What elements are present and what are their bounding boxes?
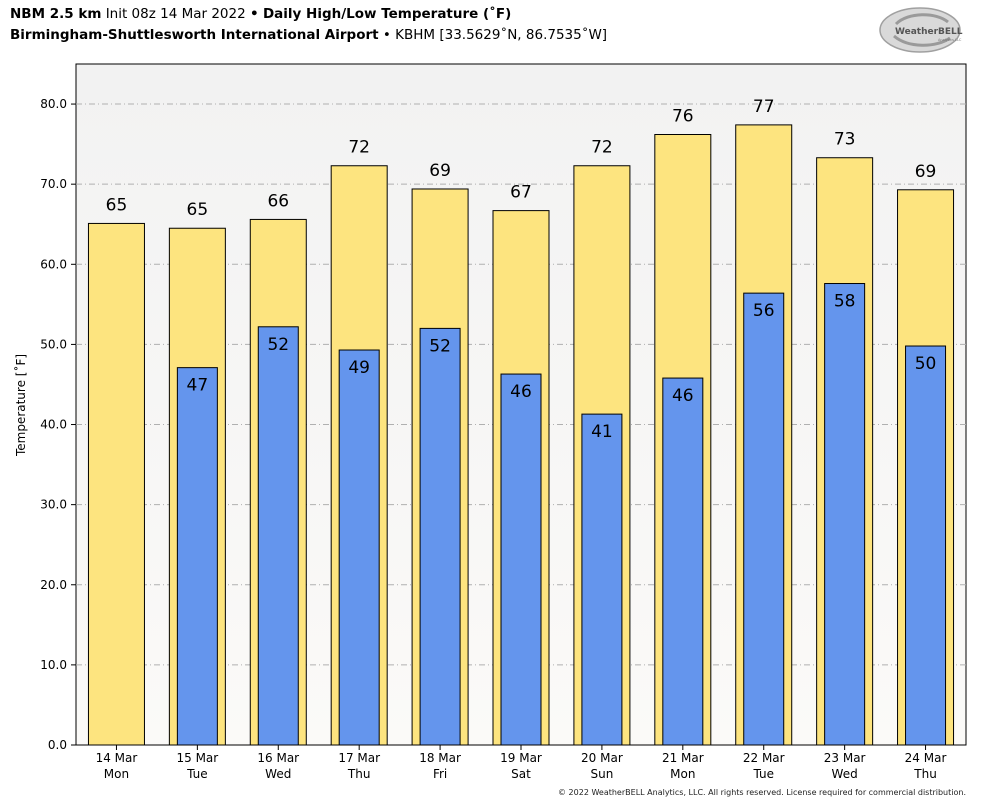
high-temp-label: 65 (106, 195, 128, 215)
x-tick-weekday: Mon (104, 767, 129, 781)
low-temp-label: 52 (429, 336, 451, 356)
low-temp-bar (662, 377, 704, 746)
high-temp-label: 72 (348, 138, 370, 158)
x-tick-weekday: Tue (186, 767, 208, 781)
high-temp-label: 69 (429, 161, 451, 181)
low-temp-bar (176, 367, 218, 746)
x-tick-weekday: Tue (752, 767, 774, 781)
low-temp-bar (743, 292, 785, 746)
chart-header-line-2: Birmingham-Shuttlesworth International A… (10, 27, 607, 43)
low-temp-bar (581, 413, 623, 746)
x-tick-weekday: Wed (265, 767, 291, 781)
y-tick-label: 20.0 (40, 578, 67, 592)
x-tick-weekday: Fri (433, 767, 447, 781)
x-tick-date: 22 Mar (743, 751, 785, 765)
y-tick-label: 0.0 (48, 738, 67, 752)
low-temp-label: 46 (672, 386, 694, 406)
low-temp-label: 47 (187, 376, 209, 396)
high-temp-label: 76 (672, 107, 694, 127)
high-temp-label: 73 (834, 130, 856, 150)
low-temp-label: 52 (267, 335, 289, 355)
low-temp-label: 56 (753, 301, 775, 321)
product-title: Daily High/Low Temperature (˚F) (262, 6, 512, 22)
high-temp-label: 72 (591, 138, 613, 158)
y-tick-label: 10.0 (40, 658, 67, 672)
low-temp-label: 41 (591, 422, 613, 442)
x-tick-date: 21 Mar (662, 751, 704, 765)
x-axis: 14 Mar Mon 15 Mar Tue 16 Mar Wed 17 Mar Thu 18 M… (96, 745, 947, 781)
low-temp-label: 46 (510, 382, 532, 402)
y-tick-label: 70.0 (40, 177, 67, 191)
low-temp-bar (338, 349, 380, 746)
x-tick-date: 18 Mar (419, 751, 461, 765)
x-tick-weekday: Sat (511, 767, 531, 781)
low-temp-label: 49 (348, 358, 370, 378)
low-temp-bar (905, 345, 947, 746)
low-temp-bar (500, 373, 542, 746)
y-tick-label: 60.0 (40, 257, 67, 271)
low-temp-bar (419, 327, 461, 746)
y-axis: 0.0 10.0 20.0 30.0 40.0 50.0 60.0 70.0 80.0 (40, 97, 76, 752)
x-tick-weekday: Sun (590, 767, 613, 781)
x-tick-weekday: Mon (670, 767, 695, 781)
low-temp-label: 58 (834, 292, 856, 312)
x-tick-weekday: Wed (832, 767, 858, 781)
high-temp-bar (87, 222, 145, 746)
x-tick-date: 16 Mar (257, 751, 299, 765)
model-name: NBM 2.5 km (10, 6, 102, 22)
y-tick-label: 30.0 (40, 498, 67, 512)
high-temp-label: 65 (187, 200, 209, 220)
location-name: Birmingham-Shuttlesworth International A… (10, 27, 379, 43)
x-tick-weekday: Thu (913, 767, 937, 781)
x-tick-date: 17 Mar (338, 751, 380, 765)
y-axis-label: Temperature [˚F] (13, 354, 28, 457)
low-temp-label: 50 (915, 354, 937, 374)
x-tick-date: 15 Mar (176, 751, 218, 765)
y-tick-label: 80.0 (40, 97, 67, 111)
logo-text: WeatherBELL (895, 27, 963, 37)
header-bullet: • (382, 27, 391, 43)
x-tick-date: 23 Mar (824, 751, 866, 765)
high-temp-label: 77 (753, 97, 775, 117)
weatherbell-logo: WeatherBELL Analytics LLC (878, 6, 968, 54)
init-time: Init 08z 14 Mar 2022 (105, 6, 246, 22)
low-temp-bar (824, 283, 866, 746)
header-bullet: • (250, 6, 259, 22)
y-tick-label: 40.0 (40, 418, 67, 432)
x-tick-date: 14 Mar (96, 751, 138, 765)
x-tick-date: 20 Mar (581, 751, 623, 765)
x-tick-date: 19 Mar (500, 751, 542, 765)
x-tick-date: 24 Mar (905, 751, 947, 765)
logo-subtext: Analytics LLC (938, 38, 962, 42)
low-temp-bar (257, 326, 299, 746)
high-temp-label: 67 (510, 183, 532, 203)
high-temp-label: 69 (915, 162, 937, 182)
chart-header-line-1: NBM 2.5 km Init 08z 14 Mar 2022 • Daily … (10, 6, 511, 22)
bars: 65 65 47 66 52 72 49 69 52 67 46 72 41 76 46 77 56 73 58 69… (87, 97, 955, 746)
station-info: KBHM [33.5629˚N, 86.7535˚W] (395, 27, 608, 43)
x-tick-weekday: Thu (347, 767, 371, 781)
copyright-footer: © 2022 WeatherBELL Analytics, LLC. All r… (558, 788, 966, 797)
high-temp-label: 66 (267, 191, 289, 211)
y-tick-label: 50.0 (40, 337, 67, 351)
